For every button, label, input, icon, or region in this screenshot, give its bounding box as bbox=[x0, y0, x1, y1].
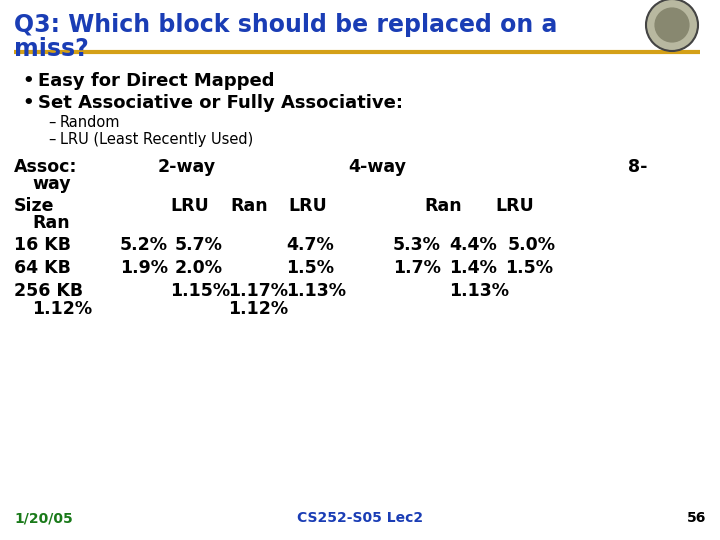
Text: 5.0%: 5.0% bbox=[508, 236, 556, 254]
Text: 1.17%: 1.17% bbox=[228, 282, 288, 300]
Text: CS252-S05 Lec2: CS252-S05 Lec2 bbox=[297, 511, 423, 525]
Text: Easy for Direct Mapped: Easy for Direct Mapped bbox=[38, 72, 274, 90]
Circle shape bbox=[655, 8, 689, 42]
Text: Random: Random bbox=[60, 115, 120, 130]
Text: 56: 56 bbox=[687, 511, 706, 525]
Text: 2.0%: 2.0% bbox=[175, 259, 223, 277]
Text: •: • bbox=[22, 72, 34, 90]
Text: 2-way: 2-way bbox=[158, 158, 216, 176]
Text: Assoc:: Assoc: bbox=[14, 158, 78, 176]
Text: Q3: Which block should be replaced on a: Q3: Which block should be replaced on a bbox=[14, 13, 557, 37]
Text: Set Associative or Fully Associative:: Set Associative or Fully Associative: bbox=[38, 94, 403, 112]
Text: LRU: LRU bbox=[170, 197, 209, 215]
Text: LRU: LRU bbox=[495, 197, 534, 215]
Circle shape bbox=[646, 0, 698, 51]
Text: 5.2%: 5.2% bbox=[120, 236, 168, 254]
Text: 64 KB: 64 KB bbox=[14, 259, 71, 277]
Text: way: way bbox=[32, 175, 71, 193]
Text: 16 KB: 16 KB bbox=[14, 236, 71, 254]
Text: 1.15%: 1.15% bbox=[170, 282, 230, 300]
Text: 1/20/05: 1/20/05 bbox=[14, 511, 73, 525]
Text: 1.7%: 1.7% bbox=[393, 259, 441, 277]
Text: 1.13%: 1.13% bbox=[449, 282, 509, 300]
Text: 8-: 8- bbox=[628, 158, 647, 176]
Text: 1.5%: 1.5% bbox=[505, 259, 553, 277]
Text: 5.3%: 5.3% bbox=[393, 236, 441, 254]
Text: LRU: LRU bbox=[288, 197, 327, 215]
Text: •: • bbox=[22, 94, 34, 112]
Text: 1.5%: 1.5% bbox=[286, 259, 334, 277]
Text: 1.4%: 1.4% bbox=[449, 259, 497, 277]
Text: 5.7%: 5.7% bbox=[175, 236, 223, 254]
Text: Size: Size bbox=[14, 197, 55, 215]
Text: Ran: Ran bbox=[424, 197, 462, 215]
Text: 4.4%: 4.4% bbox=[449, 236, 497, 254]
Text: Ran: Ran bbox=[230, 197, 268, 215]
Text: 1.13%: 1.13% bbox=[286, 282, 346, 300]
Text: 4-way: 4-way bbox=[348, 158, 406, 176]
Text: miss?: miss? bbox=[14, 37, 89, 61]
Text: Ran: Ran bbox=[32, 214, 70, 232]
Text: 4.7%: 4.7% bbox=[286, 236, 334, 254]
Text: 1.9%: 1.9% bbox=[120, 259, 168, 277]
Text: LRU (Least Recently Used): LRU (Least Recently Used) bbox=[60, 132, 253, 147]
Text: 1.12%: 1.12% bbox=[228, 300, 288, 318]
Text: 1.12%: 1.12% bbox=[32, 300, 92, 318]
Text: –: – bbox=[48, 132, 55, 147]
Text: –: – bbox=[48, 115, 55, 130]
Text: 256 KB: 256 KB bbox=[14, 282, 83, 300]
